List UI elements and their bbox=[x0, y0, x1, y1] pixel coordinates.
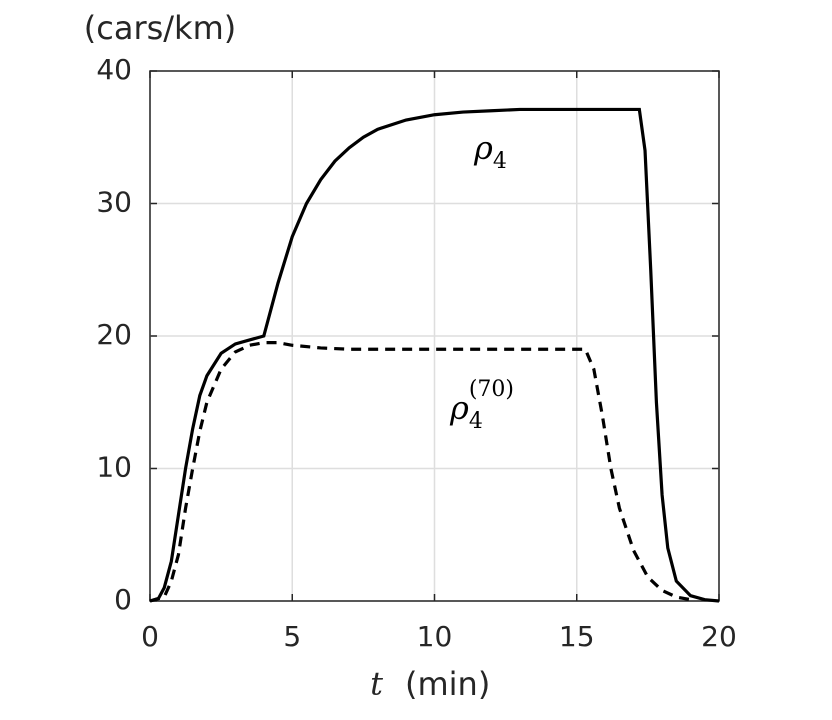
series-label: ρ4 bbox=[473, 129, 507, 175]
y-tick-label: 10 bbox=[96, 451, 132, 484]
series-line bbox=[149, 107, 720, 603]
x-tick-label: 10 bbox=[417, 620, 453, 653]
y-axis-label: (cars/km) bbox=[84, 9, 236, 47]
y-tick-label: 40 bbox=[96, 53, 132, 86]
x-axis-label-unit: (min) bbox=[405, 665, 490, 703]
series-label: ρ4 (70) bbox=[449, 377, 514, 434]
x-axis-label-variable: t bbox=[370, 665, 383, 703]
x-tick-label: 20 bbox=[701, 620, 737, 653]
series-label-superscript: (70) bbox=[469, 377, 514, 402]
x-tick-label: 5 bbox=[283, 620, 301, 653]
series-label-subscript: 4 bbox=[469, 409, 483, 434]
y-tick-label: 0 bbox=[114, 583, 132, 616]
x-tick-label: 0 bbox=[141, 620, 159, 653]
series-label-subscript: 4 bbox=[493, 149, 507, 174]
x-tick-label: 15 bbox=[559, 620, 595, 653]
plot-frame bbox=[149, 70, 720, 602]
y-tick-label: 30 bbox=[96, 186, 132, 219]
y-tick-label: 20 bbox=[96, 318, 132, 351]
series-line bbox=[149, 341, 691, 603]
series-label-symbol: ρ bbox=[473, 129, 493, 167]
series-label-symbol: ρ bbox=[449, 389, 469, 427]
